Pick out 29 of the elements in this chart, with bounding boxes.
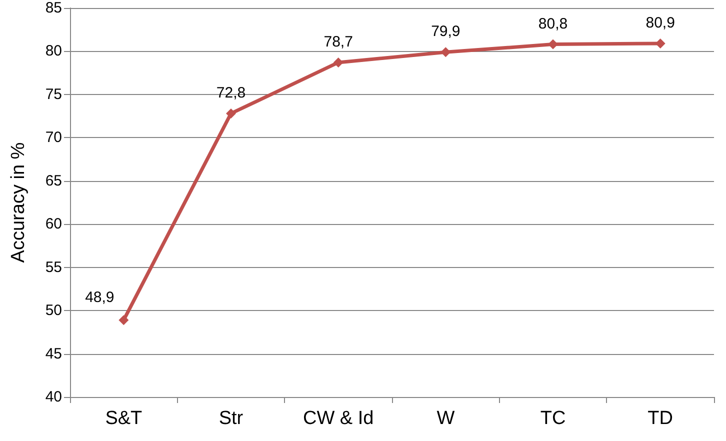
point — [655, 38, 666, 48]
y-tick-label: 85 — [45, 0, 62, 16]
y-tick-label: 60 — [45, 216, 62, 233]
data-label: 80,9 — [646, 14, 675, 32]
data-label: 48,9 — [85, 289, 114, 306]
data-label: 79,9 — [431, 23, 460, 40]
point — [440, 47, 451, 58]
x-tick-label: W — [436, 408, 455, 429]
x-tick-label: TC — [540, 408, 566, 429]
data-label: 72,8 — [216, 84, 246, 102]
data-label: 80,8 — [538, 15, 568, 32]
y-tick-label: 50 — [45, 302, 62, 320]
x-tick-label: TD — [648, 408, 673, 429]
y-tick-label: 75 — [45, 86, 62, 103]
point — [226, 108, 236, 118]
y-tick-label: 55 — [45, 258, 62, 276]
y-axis-title: Accuracy in % — [8, 142, 29, 263]
x-tick-label: CW & Id — [302, 408, 374, 429]
y-tick-label: 45 — [45, 345, 62, 362]
y-tick-label: 40 — [45, 388, 62, 406]
y-tick-label: 80 — [45, 42, 62, 60]
point — [333, 57, 344, 68]
x-tick-label: S&T — [105, 408, 143, 429]
y-tick-label: 65 — [45, 172, 62, 190]
point — [118, 315, 129, 326]
y-tick-label: 70 — [45, 129, 62, 146]
x-tick-label: Str — [218, 408, 244, 429]
data-label: 78,7 — [324, 33, 353, 50]
point — [548, 39, 558, 50]
